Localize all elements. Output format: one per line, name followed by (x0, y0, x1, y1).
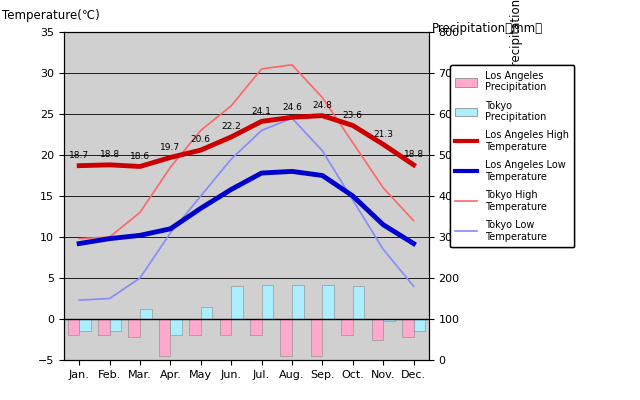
Y-axis label: Precipitation（mm）: Precipitation（mm） (509, 0, 522, 71)
Bar (372, 319, 383, 340)
Text: 21.3: 21.3 (373, 130, 393, 138)
Bar (79, 319, 91, 331)
Bar (402, 319, 413, 337)
Text: 18.6: 18.6 (130, 152, 150, 161)
Bar (68, 319, 79, 335)
Bar (280, 319, 292, 356)
Bar (311, 319, 323, 356)
Bar (250, 319, 262, 335)
Bar (170, 319, 182, 335)
Bar (413, 319, 425, 331)
Bar (353, 286, 364, 319)
Text: 18.8: 18.8 (404, 150, 424, 159)
Bar (201, 307, 212, 319)
Text: 23.6: 23.6 (343, 111, 363, 120)
Text: 24.6: 24.6 (282, 102, 302, 112)
Text: 18.7: 18.7 (69, 151, 89, 160)
Bar (109, 319, 121, 331)
Text: 24.1: 24.1 (252, 107, 271, 116)
Text: 18.8: 18.8 (100, 150, 120, 159)
Bar (383, 319, 395, 321)
Bar (159, 319, 170, 356)
Text: Temperature(℃): Temperature(℃) (2, 9, 100, 22)
Bar (341, 319, 353, 335)
Bar (220, 319, 231, 335)
Bar (140, 309, 152, 319)
Bar (129, 319, 140, 337)
Bar (292, 284, 303, 319)
Text: 24.8: 24.8 (312, 101, 332, 110)
Text: 20.6: 20.6 (191, 135, 211, 144)
Bar (262, 284, 273, 319)
Text: 19.7: 19.7 (161, 143, 180, 152)
Bar (189, 319, 201, 335)
Bar (98, 319, 109, 335)
Legend: Los Angeles
Precipitation, Tokyo
Precipitation, Los Angeles High
Temperature, Lo: Los Angeles Precipitation, Tokyo Precipi… (450, 65, 575, 248)
Text: 22.2: 22.2 (221, 122, 241, 131)
Text: Precipitation（mm）: Precipitation（mm） (432, 22, 543, 35)
Bar (323, 284, 334, 319)
Bar (231, 286, 243, 319)
